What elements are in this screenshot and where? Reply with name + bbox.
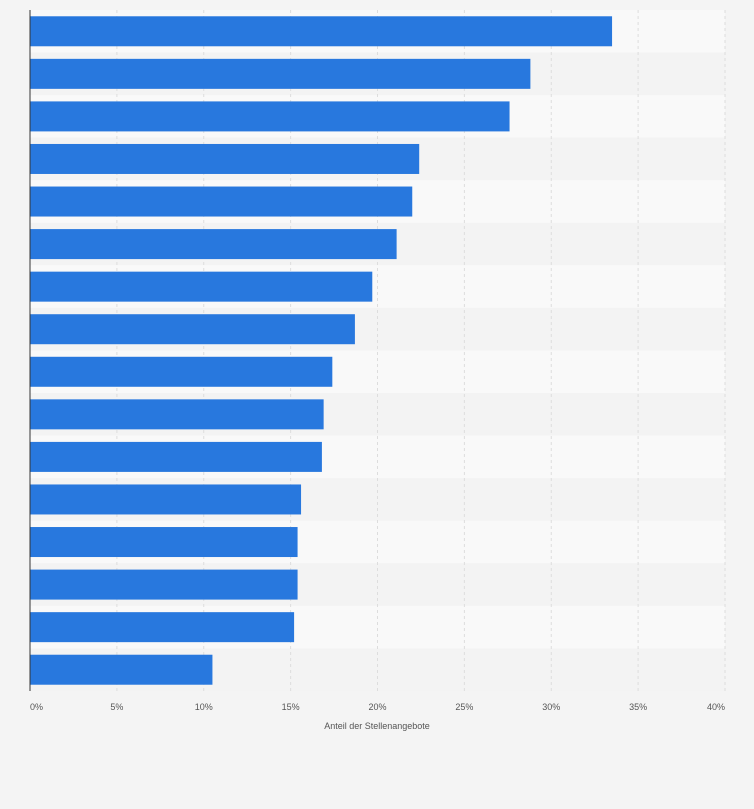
bars (30, 16, 613, 685)
x-tick-label: 5% (110, 702, 123, 712)
bar (30, 143, 420, 174)
x-tick-label: 15% (282, 702, 300, 712)
bar (30, 569, 298, 600)
x-tick-label: 30% (542, 702, 560, 712)
bar (30, 271, 373, 302)
bar (30, 58, 531, 89)
x-tick-label: 10% (195, 702, 213, 712)
x-tick-label: 20% (368, 702, 386, 712)
bar (30, 441, 322, 472)
bar (30, 484, 302, 515)
x-axis-title: Anteil der Stellenangebote (324, 721, 430, 731)
x-tick-label: 25% (455, 702, 473, 712)
bar (30, 612, 295, 643)
bar (30, 101, 510, 132)
bar (30, 356, 333, 387)
bar (30, 229, 397, 260)
bar (30, 186, 413, 217)
bar (30, 654, 213, 685)
x-tick-labels: 0% 5% 10% 15% 20% 25% 30% 35% 40% (30, 702, 725, 712)
x-tick-label: 0% (30, 702, 43, 712)
bar (30, 314, 355, 345)
x-tick-label: 35% (629, 702, 647, 712)
bar (30, 16, 613, 47)
bar (30, 527, 298, 558)
x-tick-label: 40% (707, 702, 725, 712)
bar (30, 399, 324, 430)
